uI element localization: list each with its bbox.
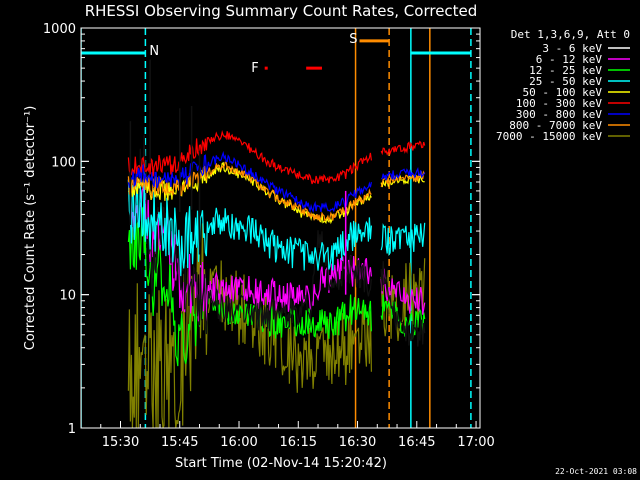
series-line [127,129,372,185]
series-line [380,261,426,347]
legend-entry: 12 - 25 keV [529,64,602,77]
plot-frame [80,27,481,429]
y-axis-label: Corrected Count Rate (s⁻¹ detector⁻¹) [23,106,38,351]
legend-entry: 800 - 7000 keV [509,119,602,132]
series-line [127,150,372,214]
y-tick-label: 1 [68,422,76,437]
series-line [380,170,426,188]
x-tick-label: 16:00 [220,435,257,450]
x-axis-label: Start Time (02-Nov-14 15:20:42) [175,456,387,471]
series-line [380,222,426,257]
x-tick-label: 15:30 [102,435,139,450]
x-axis: 15:30 15:45 16:00 16:15 16:30 16:45 17:00 [80,421,495,450]
legend-entry: 100 - 300 keV [516,97,602,110]
y-tick-label: 100 [51,155,76,170]
legend-entry: 25 - 50 keV [529,75,602,88]
legend-entry: 50 - 100 keV [523,86,603,99]
x-tick-label: 15:45 [161,435,198,450]
series-line [127,134,372,335]
legend-entry: 7000 - 15000 keV [496,130,602,143]
x-tick-label: 16:45 [398,435,435,450]
annotation-label: F [251,61,258,76]
y-tick-label: 1000 [43,22,76,37]
series-group [127,129,426,428]
timestamp: 22-Oct-2021 03:08 [555,467,637,476]
x-tick-label: 17:00 [457,435,494,450]
annotation-label: N [149,44,159,59]
series-line [127,205,372,367]
spikes-group [129,59,347,295]
annotation-label: S [349,32,357,47]
annotation-bars: N S F [81,32,471,76]
x-tick-label: 16:30 [339,435,376,450]
x-tick-label: 16:15 [280,435,317,450]
legend-entry: 300 - 800 keV [516,108,602,121]
series-line [380,140,426,156]
y-tick-label: 10 [59,289,76,304]
series-line [380,166,426,181]
chart-title: RHESSI Observing Summary Count Rates, Co… [85,2,478,20]
legend-entry: 3 - 6 keV [542,42,602,55]
legend-title: Det 1,3,6,9, Att 0 [511,28,630,41]
legend-entry: 6 - 12 keV [536,53,603,66]
series-line [127,161,372,223]
series-line [380,265,426,315]
series-line [127,178,372,277]
y-axis: 1 10 100 1000 [43,22,480,437]
